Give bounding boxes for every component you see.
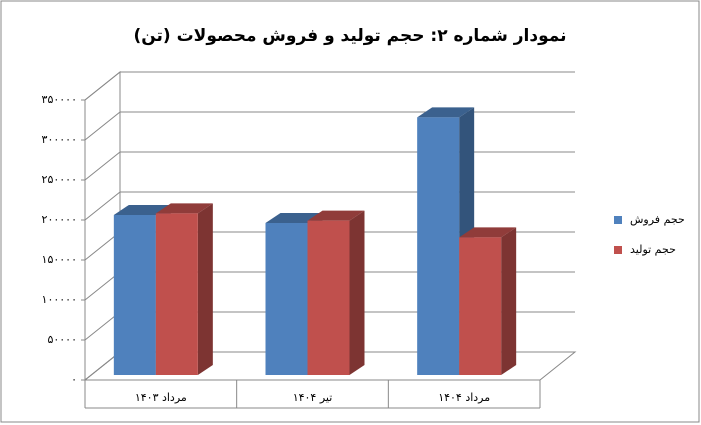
bar [155,203,213,375]
bar-face [417,107,475,118]
y-tick-label: ۵۰۰۰۰ [47,333,77,346]
bar-face [113,205,171,215]
legend-swatch [614,246,622,254]
bar-face [459,237,502,375]
y-tick-label: ۲۰۰۰۰۰ [42,213,77,226]
legend-label: حجم فروش [630,213,685,226]
bar-face [113,215,156,375]
bar-face [417,117,460,376]
y-tick-label: ۳۰۰۰۰۰ [42,133,77,146]
y-tick-label: ۳۵۰۰۰۰ [42,93,77,106]
x-tick-label: مرداد ۱۴۰۴ [438,391,490,404]
bar-face [155,203,213,214]
grid-line [84,111,575,141]
legend-label: حجم تولید [630,243,676,256]
y-tick-label: ۱۵۰۰۰۰ [42,253,77,266]
bar-face [307,220,350,375]
bar-face [265,223,308,375]
chart-title: نمودار شماره ۲: حجم تولید و فروش محصولات… [133,26,566,46]
y-tick-label: ۰ [71,373,77,386]
bar-face [501,227,517,375]
x-tick-label: مرداد ۱۴۰۳ [135,391,187,404]
legend-swatch [614,216,622,224]
x-tick-label: تیر ۱۴۰۴ [293,391,333,404]
bar-face [197,203,213,375]
bar-face [155,213,198,375]
bar-face [459,227,517,238]
grid-line [84,71,575,101]
bar-face [307,210,365,221]
y-tick-label: ۱۰۰۰۰۰ [42,293,77,306]
bar [459,227,517,375]
bar-face [349,210,365,375]
bar [307,210,365,375]
y-tick-label: ۲۵۰۰۰۰ [42,173,77,186]
